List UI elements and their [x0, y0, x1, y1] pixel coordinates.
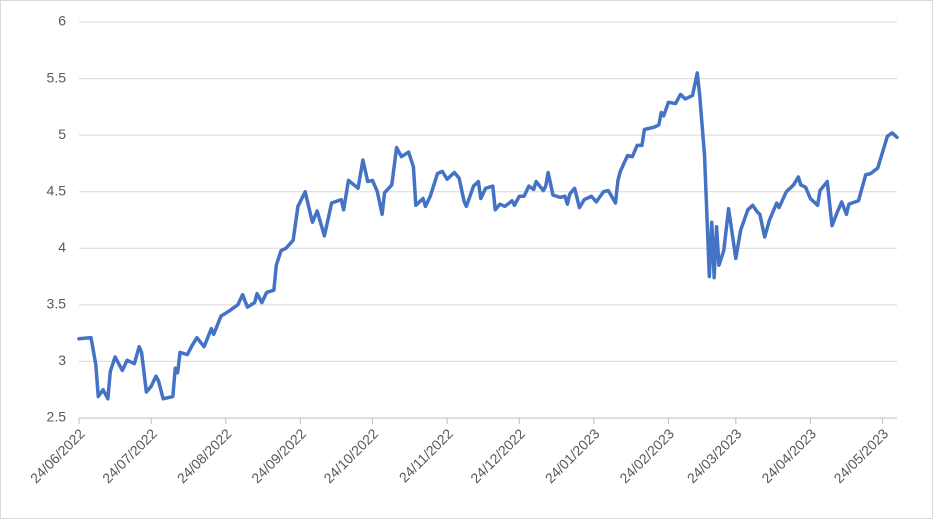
y-tick-label: 5.5	[47, 69, 67, 85]
y-tick-label: 4.5	[47, 182, 67, 198]
y-tick-label: 6	[58, 13, 66, 29]
y-tick-label: 2.5	[47, 409, 67, 425]
data-line	[77, 71, 899, 401]
y-tick-label: 3.5	[47, 296, 67, 312]
y-tick-label: 3	[58, 352, 66, 368]
y-tick-label: 4	[58, 239, 66, 255]
y-tick-label: 5	[58, 126, 66, 142]
